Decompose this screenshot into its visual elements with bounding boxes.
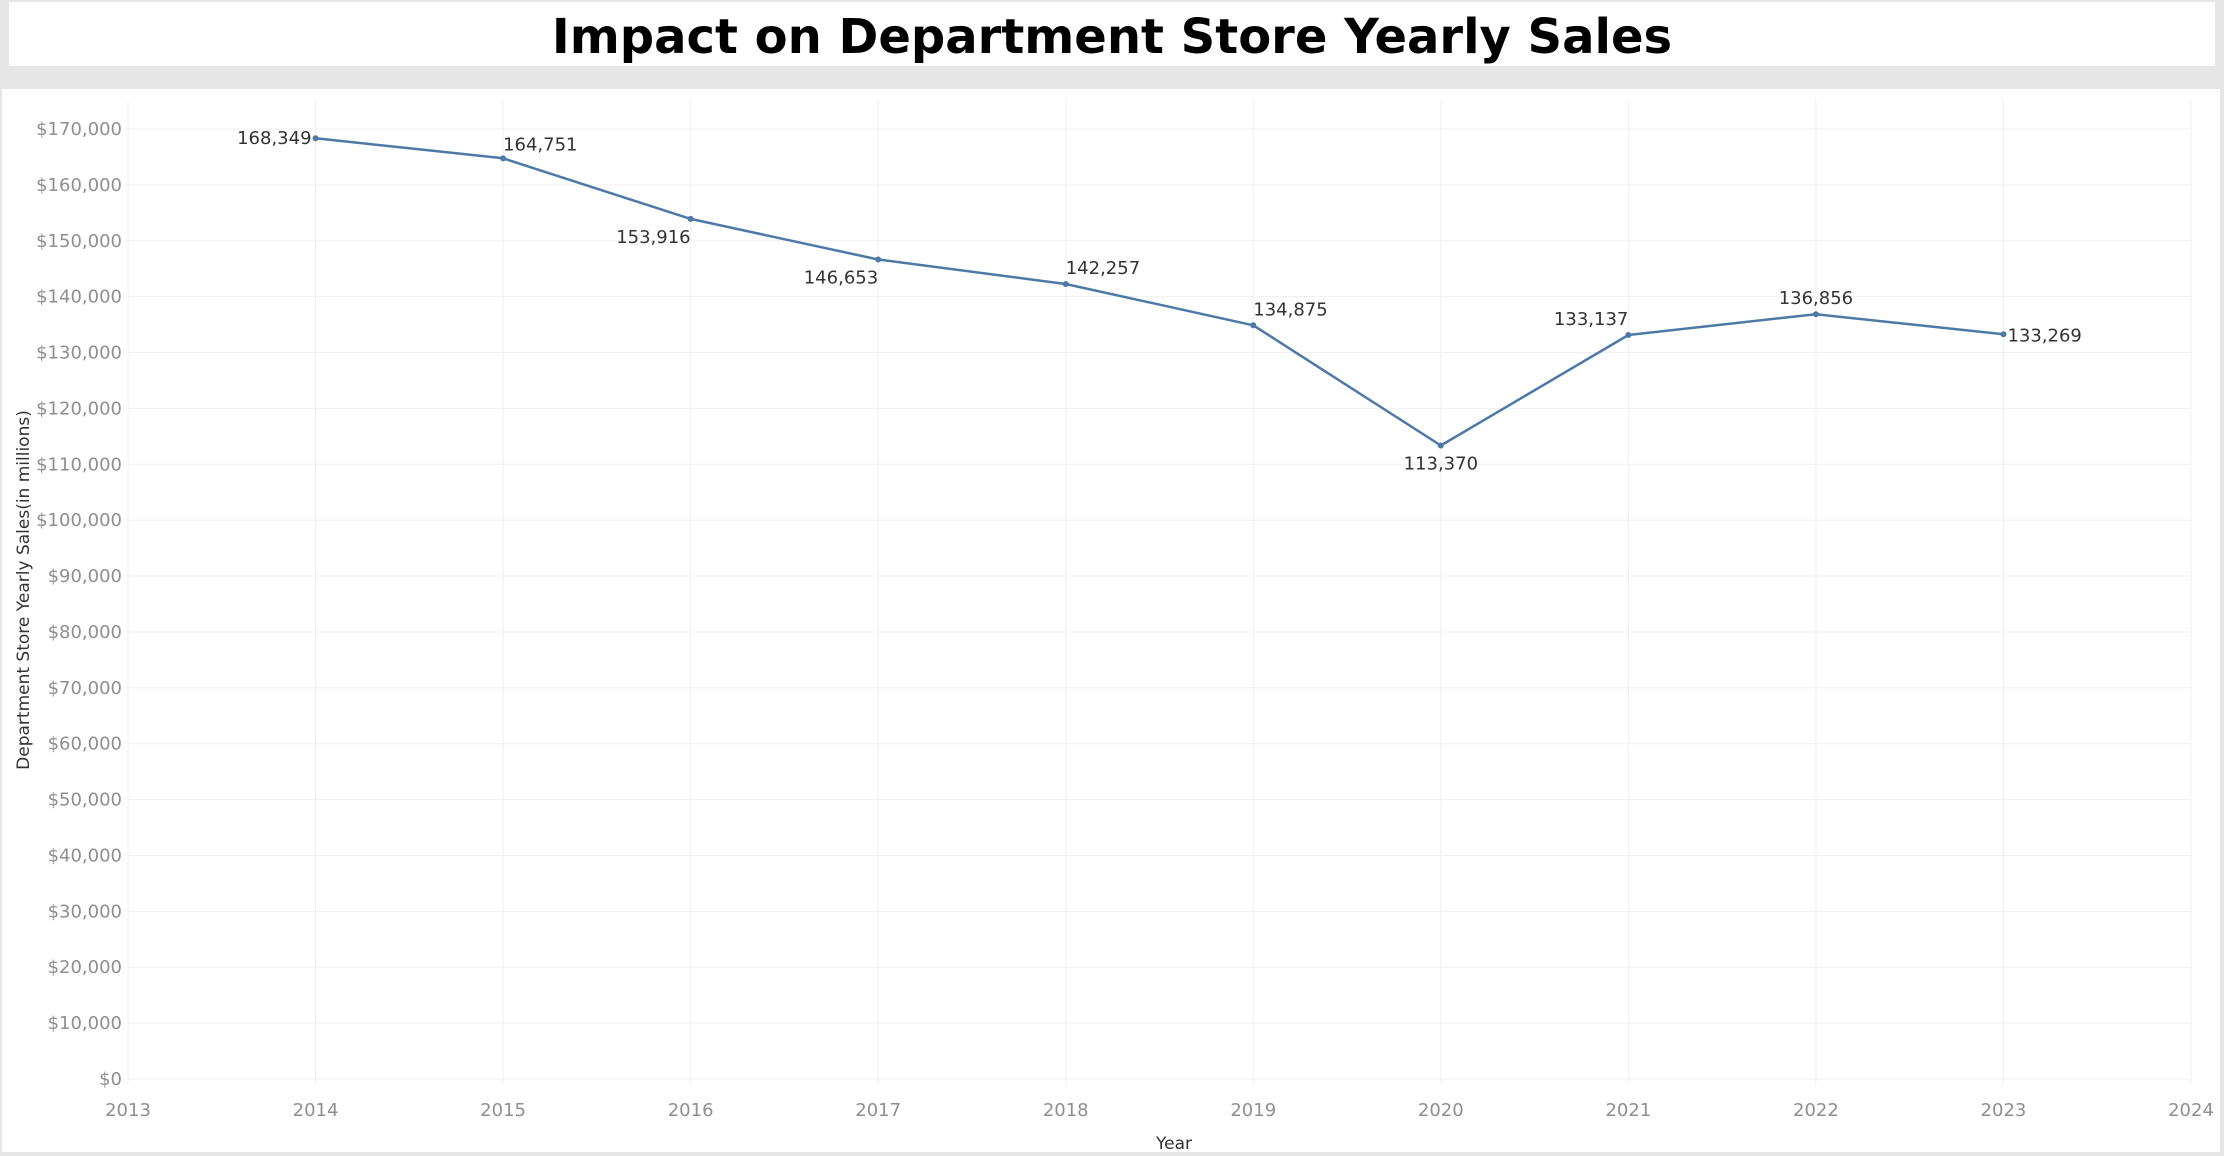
data-label: 153,916 <box>616 227 690 248</box>
x-tick-label: 2021 <box>1605 1100 1651 1121</box>
chart-panel: $0 $10,000 $20,000 $30,000 $40,000 $50,000 $60… <box>2 89 2220 1154</box>
data-point <box>1812 311 1819 318</box>
y-tick-label: $170,000 <box>36 119 122 140</box>
title-panel: Impact on Department Store Yearly Sales <box>9 2 2215 66</box>
x-tick-label: 2016 <box>668 1100 714 1121</box>
data-point <box>500 155 507 162</box>
y-tick-label: $70,000 <box>48 678 122 699</box>
y-tick-label: $20,000 <box>48 957 122 978</box>
x-tick-label: 2019 <box>1230 1100 1276 1121</box>
data-label-layer: 168,349 164,751 153,916 146,653 142,257 134,8… <box>237 128 2082 474</box>
y-tick-label: $40,000 <box>48 845 122 866</box>
series-layer <box>312 135 2007 449</box>
y-tick-label: $90,000 <box>48 566 122 587</box>
x-tick-label: 2020 <box>1418 1100 1464 1121</box>
x-tick-label: 2014 <box>293 1100 339 1121</box>
y-tick-label: $100,000 <box>36 510 122 531</box>
y-tick-label: $30,000 <box>48 901 122 922</box>
chart-title: Impact on Department Store Yearly Sales <box>551 9 1673 65</box>
data-point <box>2000 331 2007 338</box>
data-point <box>312 135 319 142</box>
grid-layer <box>127 99 2192 1085</box>
data-point <box>875 256 882 263</box>
y-tick-label: $120,000 <box>36 398 122 419</box>
y-tick-label: $10,000 <box>48 1013 122 1034</box>
x-tick-label: 2013 <box>105 1100 151 1121</box>
data-point <box>1250 322 1257 329</box>
x-tick-label: 2024 <box>2168 1100 2214 1121</box>
y-tick-label: $150,000 <box>36 231 122 252</box>
x-tick-label: 2018 <box>1043 1100 1089 1121</box>
data-point <box>687 215 694 222</box>
data-label: 168,349 <box>237 128 311 149</box>
y-tick-label: $110,000 <box>36 454 122 475</box>
data-point <box>1437 442 1444 449</box>
y-tick-label: $140,000 <box>36 287 122 308</box>
data-label: 142,257 <box>1066 258 1140 279</box>
x-tick-label: 2015 <box>480 1100 526 1121</box>
y-tick-label: $80,000 <box>48 622 122 643</box>
y-tick-label: $0 <box>99 1069 122 1090</box>
y-tick-label: $130,000 <box>36 343 122 364</box>
sales-series-line <box>315 136 2004 447</box>
tick-label-layer: $0 $10,000 $20,000 $30,000 $40,000 $50,000 $60… <box>36 119 2214 1121</box>
data-label: 146,653 <box>804 267 878 288</box>
x-tick-label: 2023 <box>1981 1100 2027 1121</box>
line-chart: $0 $10,000 $20,000 $30,000 $40,000 $50,000 $60… <box>14 99 2214 1154</box>
data-label: 113,370 <box>1404 453 1478 474</box>
y-axis-title: Department Store Yearly Sales(in million… <box>14 410 34 770</box>
data-label: 134,875 <box>1253 299 1327 320</box>
data-label: 133,137 <box>1554 309 1628 330</box>
data-point <box>1062 281 1069 288</box>
data-point <box>1625 331 1632 338</box>
data-label: 164,751 <box>503 134 577 155</box>
y-tick-label: $50,000 <box>48 790 122 811</box>
x-tick-label: 2017 <box>855 1100 901 1121</box>
x-tick-label: 2022 <box>1793 1100 1839 1121</box>
y-tick-label: $160,000 <box>36 175 122 196</box>
data-label: 133,269 <box>2007 325 2081 346</box>
y-tick-label: $60,000 <box>48 734 122 755</box>
x-axis-title: Year <box>1155 1134 1192 1152</box>
data-label: 136,856 <box>1779 288 1853 309</box>
